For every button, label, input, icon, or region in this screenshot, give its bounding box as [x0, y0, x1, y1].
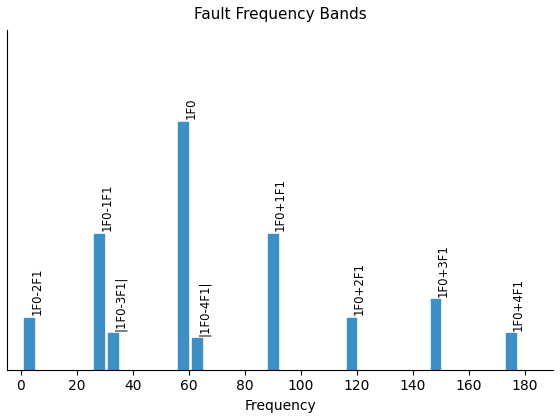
- Title: Fault Frequency Bands: Fault Frequency Bands: [194, 7, 366, 22]
- Text: 1F0: 1F0: [184, 97, 197, 119]
- Text: |1F0-3F1|: |1F0-3F1|: [114, 275, 127, 331]
- Bar: [268, 234, 278, 370]
- Text: 1F0+2F1: 1F0+2F1: [352, 262, 365, 315]
- Text: 1F0+1F1: 1F0+1F1: [274, 178, 287, 231]
- Bar: [25, 318, 34, 370]
- Bar: [179, 121, 188, 370]
- Text: 1F0-2F1: 1F0-2F1: [30, 268, 43, 315]
- Bar: [193, 339, 202, 370]
- Bar: [347, 318, 356, 370]
- Bar: [95, 234, 104, 370]
- Bar: [506, 333, 516, 370]
- Bar: [431, 299, 440, 370]
- Text: 1F0-1F1: 1F0-1F1: [100, 184, 113, 231]
- Text: |1F0-4F1|: |1F0-4F1|: [198, 280, 211, 336]
- Bar: [109, 333, 118, 370]
- Text: 1F0+4F1: 1F0+4F1: [512, 278, 525, 331]
- X-axis label: Frequency: Frequency: [244, 399, 316, 413]
- Text: 1F0+3F1: 1F0+3F1: [436, 244, 449, 297]
